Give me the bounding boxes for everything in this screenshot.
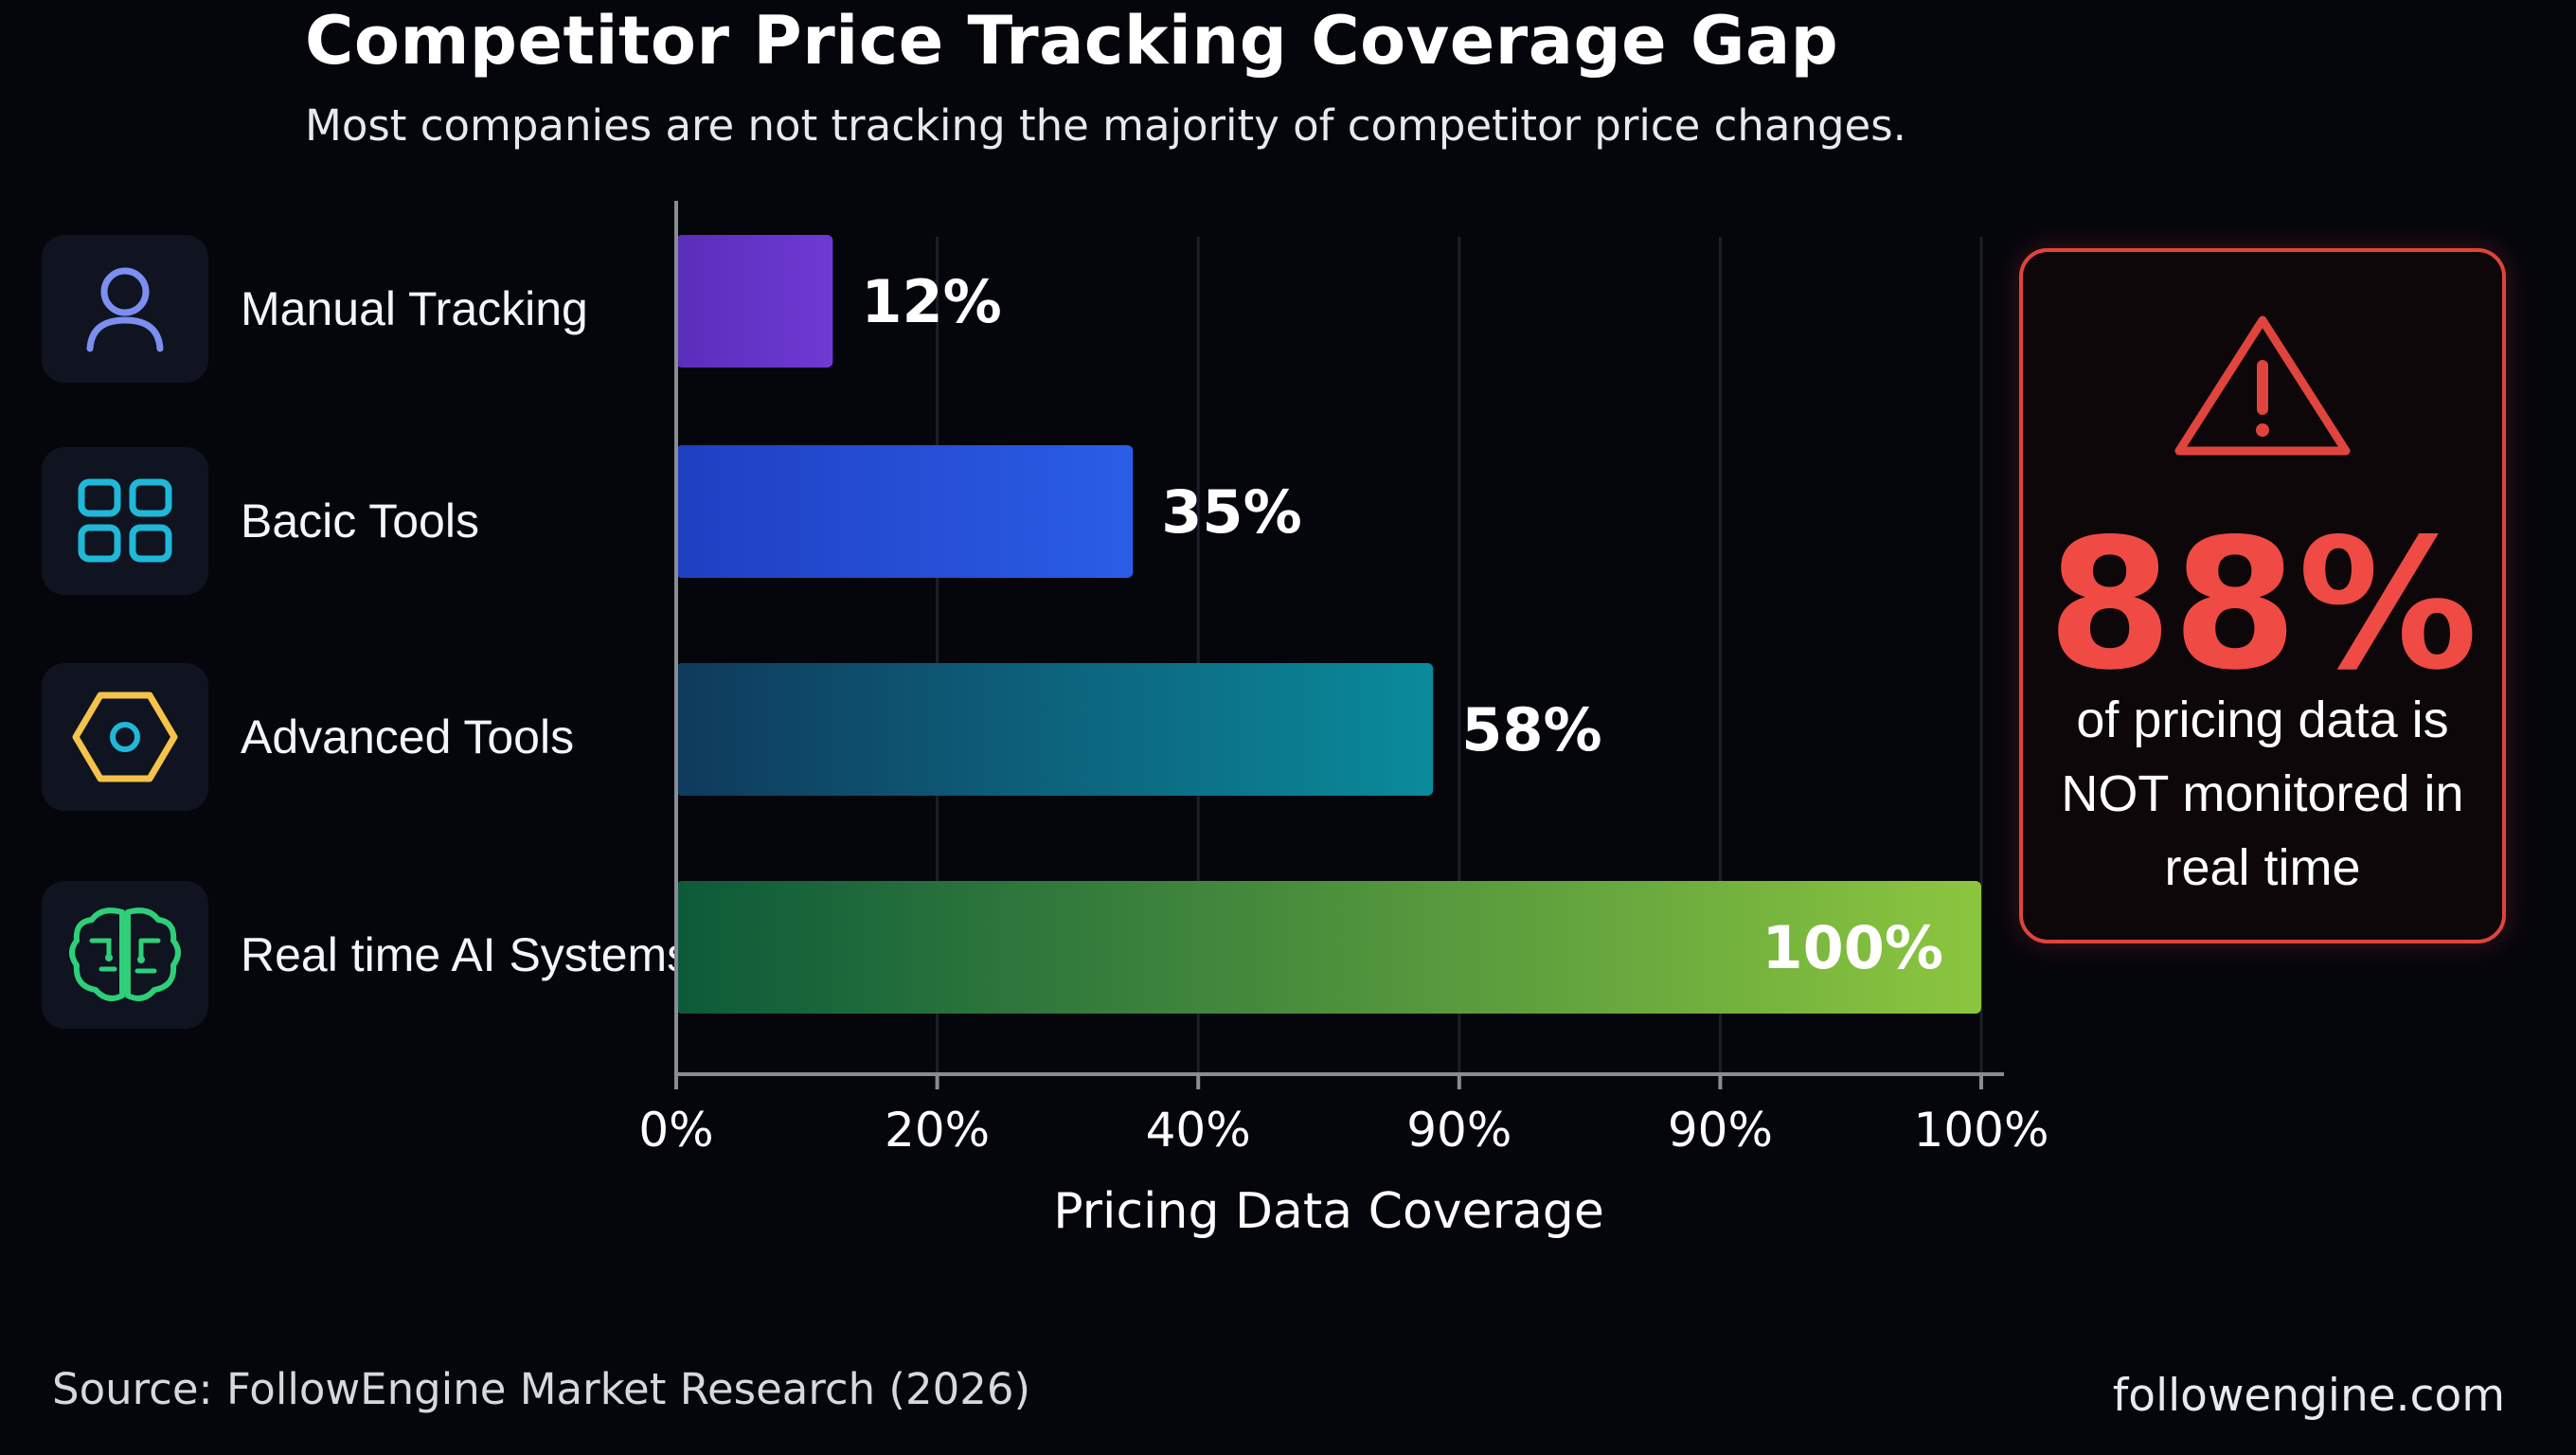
callout-text: of pricing data is NOT monitored in real… xyxy=(2042,683,2483,905)
x-tick-label: 40% xyxy=(1146,1103,1251,1158)
chart-subtitle: Most companies are not tracking the majo… xyxy=(305,100,1906,151)
category-label: Manual Tracking xyxy=(241,282,588,335)
category-row-manual-tracking: Manual Tracking xyxy=(42,235,648,383)
callout-panel: 88% of pricing data is NOT monitored in … xyxy=(2019,248,2506,943)
category-row-advanced-tools: Advanced Tools xyxy=(42,663,648,811)
category-row-real-time-ai: Real time AI Systems xyxy=(42,881,690,1029)
bar xyxy=(676,235,833,368)
category-label: Advanced Tools xyxy=(241,710,575,763)
x-tick-label: 20% xyxy=(885,1103,990,1158)
gear-icon xyxy=(72,692,178,782)
category-label: Bacic Tools xyxy=(241,494,479,548)
x-tick-label: 90% xyxy=(1668,1103,1773,1158)
callout-text-line: NOT monitored in xyxy=(2061,765,2464,822)
bar xyxy=(676,663,1434,796)
bar-value-label: 35% xyxy=(1161,477,1301,547)
website-link[interactable]: followengine.com xyxy=(2112,1370,2505,1422)
brain-icon xyxy=(69,907,181,1001)
source-note: Source: FollowEngine Market Research (20… xyxy=(52,1364,1031,1414)
x-axis-label: Pricing Data Coverage xyxy=(1053,1183,1604,1240)
bar xyxy=(676,445,1134,578)
category-icon-box xyxy=(42,235,208,383)
x-tick-label: 100% xyxy=(1914,1103,2049,1158)
bar-value-label: 58% xyxy=(1461,695,1601,764)
callout-text-line: real time xyxy=(2164,839,2361,896)
callout-text-line: of pricing data is xyxy=(2076,692,2449,748)
person-icon xyxy=(86,267,164,352)
category-icon-box xyxy=(42,447,208,595)
category-icon-box xyxy=(42,663,208,811)
category-icon-box xyxy=(42,881,208,1029)
bar-value-label: 12% xyxy=(861,267,1001,336)
x-tick-label: 90% xyxy=(1406,1103,1512,1158)
chart-title: Competitor Price Tracking Coverage Gap xyxy=(305,2,1839,80)
bar xyxy=(676,881,1981,1014)
bar-value-label: 100% xyxy=(1762,913,1943,982)
category-label: Real time AI Systems xyxy=(241,928,691,981)
callout-value: 88% xyxy=(2047,500,2478,710)
x-tick-label: 0% xyxy=(638,1103,713,1158)
warning-triangle-icon xyxy=(2174,315,2351,456)
category-row-bacic-tools: Bacic Tools xyxy=(42,447,648,595)
grid-icon xyxy=(78,478,172,563)
